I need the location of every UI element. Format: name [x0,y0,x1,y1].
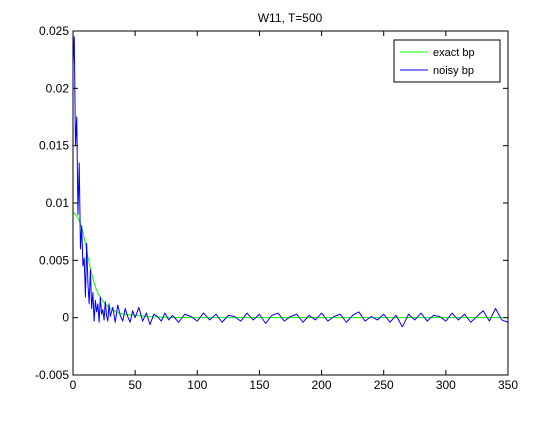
plot-area [73,31,508,375]
y-tick-label: 0.02 [46,81,70,95]
series-line-exact-bp [72,211,508,319]
y-axis: -0.005 0 0.005 0.01 0.015 0.02 0.025 [35,24,508,382]
x-tick-label: 200 [312,378,332,392]
y-tick-label: 0.015 [39,139,69,153]
y-tick-label: -0.005 [35,368,69,382]
y-tick-label: 0.025 [39,24,69,38]
y-tick-label: 0 [62,311,69,325]
legend-label-exact-bp: exact bp [433,47,475,59]
legend-box [393,39,501,83]
x-axis: 0 50 100 150 200 250 300 350 [70,31,518,392]
x-tick-label: 0 [70,378,77,392]
x-tick-label: 50 [128,378,142,392]
x-tick-label: 250 [374,378,394,392]
legend-label-noisy-bp: noisy bp [433,65,474,77]
x-tick-label: 150 [249,378,269,392]
x-tick-label: 100 [187,378,207,392]
x-tick-label: 350 [498,378,518,392]
series-layer [72,36,509,328]
legend: exact bp noisy bp [393,39,501,83]
series-line-noisy-bp [72,36,509,328]
y-tick-label: 0.01 [46,196,70,210]
y-tick-label: 0.005 [39,253,69,267]
x-tick-label: 300 [436,378,456,392]
chart-title: W11, T=500 [258,11,323,25]
